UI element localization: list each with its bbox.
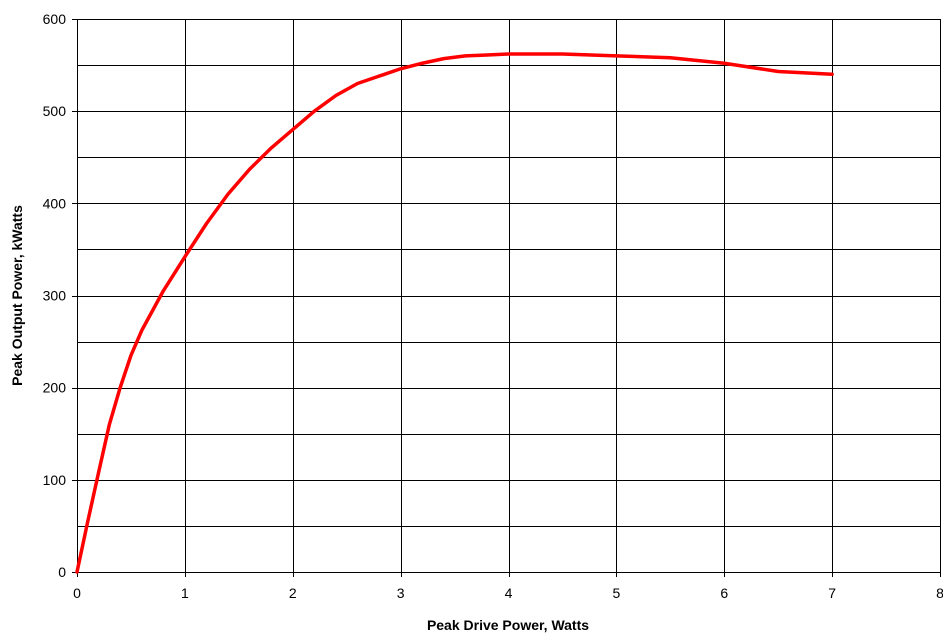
x-axis-label: Peak Drive Power, Watts [427, 617, 589, 633]
x-tick-label: 5 [612, 585, 620, 601]
y-tick-label: 300 [43, 288, 67, 304]
x-tick-label: 7 [828, 585, 836, 601]
x-tick-label: 8 [936, 585, 943, 601]
y-tick-label: 400 [43, 195, 67, 211]
y-tick-label: 600 [43, 11, 67, 27]
x-tick-label: 2 [289, 585, 297, 601]
x-tick-labels: 0 1 2 3 4 5 6 7 8 [73, 585, 943, 601]
y-tick-label: 200 [43, 380, 67, 396]
y-axis-label: Peak Output Power, kWatts [9, 205, 25, 386]
x-tick-label: 0 [73, 585, 81, 601]
y-tick-labels: 0 100 200 300 400 500 600 [43, 11, 67, 580]
x-tick-label: 4 [505, 585, 513, 601]
x-tick-label: 6 [720, 585, 728, 601]
series-line-output-power [75, 52, 834, 574]
y-tick-label: 0 [58, 564, 66, 580]
x-tick-label: 3 [397, 585, 405, 601]
x-tick-label: 1 [181, 585, 189, 601]
plot-area-frame [77, 19, 941, 573]
series-layer [75, 52, 834, 574]
y-tick-label: 500 [43, 103, 67, 119]
y-tick-label: 100 [43, 472, 67, 488]
